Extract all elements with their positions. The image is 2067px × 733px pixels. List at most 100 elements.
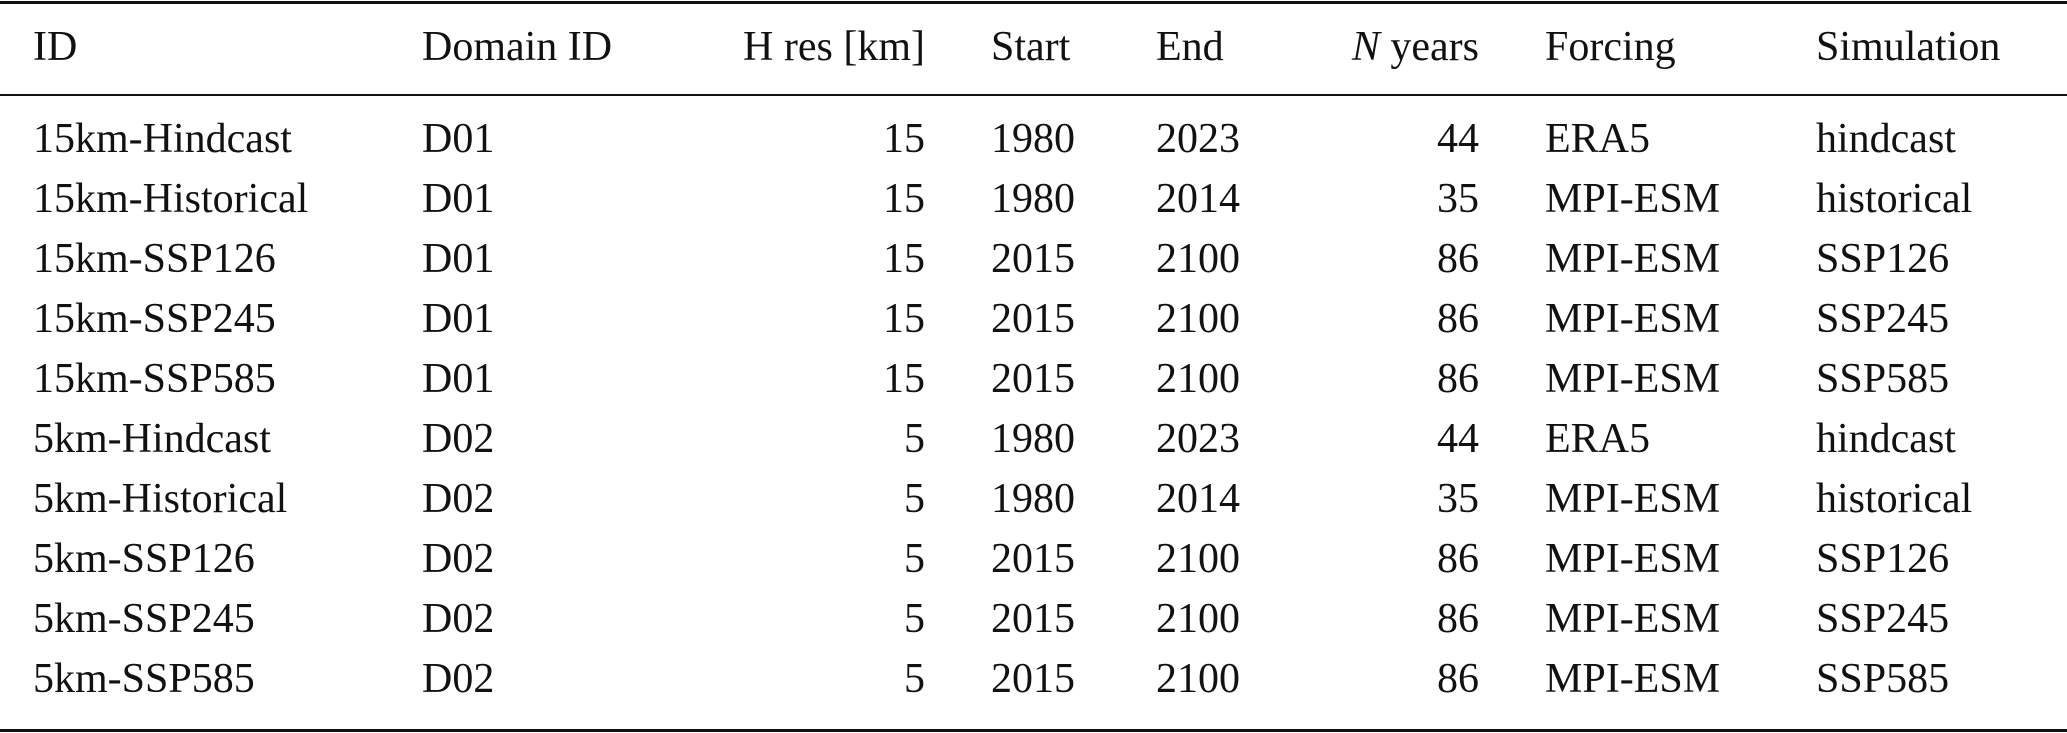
table-cell: 44 bbox=[1437, 116, 1479, 162]
table-cell: 15km-SSP585 bbox=[33, 356, 276, 402]
table-cell: 2015 bbox=[991, 596, 1075, 642]
table-cell: 15km-SSP245 bbox=[33, 296, 276, 342]
table-cell: 15 bbox=[883, 236, 925, 282]
table-cell: SSP585 bbox=[1816, 356, 1950, 402]
table-cell: 2014 bbox=[1156, 476, 1240, 522]
table-cell: D01 bbox=[422, 356, 495, 402]
table-cell: 2100 bbox=[1156, 596, 1240, 642]
table-cell: 5 bbox=[904, 596, 925, 642]
table-cell: 86 bbox=[1437, 236, 1479, 282]
table-cell: 2014 bbox=[1156, 176, 1240, 222]
table-cell: MPI-ESM bbox=[1545, 596, 1721, 642]
table-cell: MPI-ESM bbox=[1545, 536, 1721, 582]
table-cell: MPI-ESM bbox=[1545, 476, 1721, 522]
column-header-label: years bbox=[1379, 24, 1479, 70]
table-cell: historical bbox=[1816, 176, 1973, 222]
table-cell: 5km-SSP126 bbox=[33, 536, 255, 582]
table-cell: 15 bbox=[883, 296, 925, 342]
table-cell: 2023 bbox=[1156, 116, 1240, 162]
table-cell: SSP126 bbox=[1816, 536, 1950, 582]
header-rule bbox=[0, 94, 2067, 96]
column-header-italic: N bbox=[1351, 24, 1380, 70]
column-header: Domain ID bbox=[422, 17, 612, 77]
table-cell: 86 bbox=[1437, 356, 1479, 402]
table-cell: 2015 bbox=[991, 536, 1075, 582]
column-header-label: H res [km] bbox=[743, 24, 925, 70]
table-cell: 2100 bbox=[1156, 236, 1240, 282]
table-cell: SSP126 bbox=[1816, 236, 1950, 282]
table-cell: 35 bbox=[1437, 176, 1479, 222]
table-cell: 86 bbox=[1437, 296, 1479, 342]
table-cell: 2023 bbox=[1156, 416, 1240, 462]
table-cell: 2015 bbox=[991, 656, 1075, 702]
table-cell: 44 bbox=[1437, 416, 1479, 462]
table-cell: 5 bbox=[904, 476, 925, 522]
table-cell: SSP245 bbox=[1816, 296, 1950, 342]
table-cell: 15 bbox=[883, 356, 925, 402]
table-cell: 15 bbox=[883, 176, 925, 222]
table-cell: 2015 bbox=[991, 296, 1075, 342]
table-cell: 2100 bbox=[1156, 536, 1240, 582]
table-cell: D02 bbox=[422, 536, 495, 582]
table-cell: 1980 bbox=[991, 176, 1075, 222]
table-cell: 1980 bbox=[991, 116, 1075, 162]
table-cell: D02 bbox=[422, 596, 495, 642]
table-cell: ERA5 bbox=[1545, 416, 1650, 462]
table-cell: 2100 bbox=[1156, 656, 1240, 702]
table-cell: 5 bbox=[904, 656, 925, 702]
table-cell: D01 bbox=[422, 236, 495, 282]
table-cell: 35 bbox=[1437, 476, 1479, 522]
table-cell: D02 bbox=[422, 476, 495, 522]
table-cell: 15km-SSP126 bbox=[33, 236, 276, 282]
table-cell: MPI-ESM bbox=[1545, 656, 1721, 702]
column-header: Forcing bbox=[1545, 17, 1676, 77]
table-cell: historical bbox=[1816, 476, 1973, 522]
table-cell: 15km-Hindcast bbox=[33, 116, 292, 162]
table-cell: D01 bbox=[422, 176, 495, 222]
table-cell: 15 bbox=[883, 116, 925, 162]
column-header: H res [km] bbox=[743, 17, 925, 77]
column-header-label: Domain ID bbox=[422, 24, 613, 70]
table-cell: MPI-ESM bbox=[1545, 176, 1721, 222]
table-cell: MPI-ESM bbox=[1545, 236, 1721, 282]
table-cell: 1980 bbox=[991, 476, 1075, 522]
table-cell: 2100 bbox=[1156, 356, 1240, 402]
table-cell: 2015 bbox=[991, 236, 1075, 282]
table-cell: D02 bbox=[422, 416, 495, 462]
table-cell: 1980 bbox=[991, 416, 1075, 462]
table-cell: 15km-Historical bbox=[33, 176, 309, 222]
column-header: Simulation bbox=[1816, 17, 2000, 77]
column-header: N years bbox=[1352, 17, 1479, 77]
table-cell: hindcast bbox=[1816, 416, 1956, 462]
top-rule bbox=[0, 1, 2067, 4]
table-cell: 5km-Historical bbox=[33, 476, 288, 522]
table-cell: 2100 bbox=[1156, 296, 1240, 342]
table-cell: D02 bbox=[422, 656, 495, 702]
column-header-label: End bbox=[1156, 24, 1224, 70]
column-header-label: Simulation bbox=[1816, 24, 2001, 70]
table-cell: 5km-SSP585 bbox=[33, 656, 255, 702]
table-cell: 86 bbox=[1437, 656, 1479, 702]
table-cell: SSP245 bbox=[1816, 596, 1950, 642]
column-header-label: ID bbox=[33, 24, 78, 70]
column-header: End bbox=[1156, 17, 1224, 77]
table-cell: D01 bbox=[422, 116, 495, 162]
table-cell: 5km-SSP245 bbox=[33, 596, 255, 642]
column-header-label: Start bbox=[991, 24, 1071, 70]
table-cell: 86 bbox=[1437, 596, 1479, 642]
column-header: ID bbox=[33, 17, 77, 77]
table-cell: 86 bbox=[1437, 536, 1479, 582]
table-cell: hindcast bbox=[1816, 116, 1956, 162]
table-cell: MPI-ESM bbox=[1545, 356, 1721, 402]
table-cell: 5km-Hindcast bbox=[33, 416, 271, 462]
bottom-rule bbox=[0, 729, 2067, 732]
table-cell: MPI-ESM bbox=[1545, 296, 1721, 342]
table-cell: 5 bbox=[904, 536, 925, 582]
table-cell: 5 bbox=[904, 416, 925, 462]
column-header: Start bbox=[991, 17, 1070, 77]
column-header-label: Forcing bbox=[1545, 24, 1676, 70]
table-cell: 2015 bbox=[991, 356, 1075, 402]
table-cell: SSP585 bbox=[1816, 656, 1950, 702]
table-cell: D01 bbox=[422, 296, 495, 342]
table-cell: ERA5 bbox=[1545, 116, 1650, 162]
